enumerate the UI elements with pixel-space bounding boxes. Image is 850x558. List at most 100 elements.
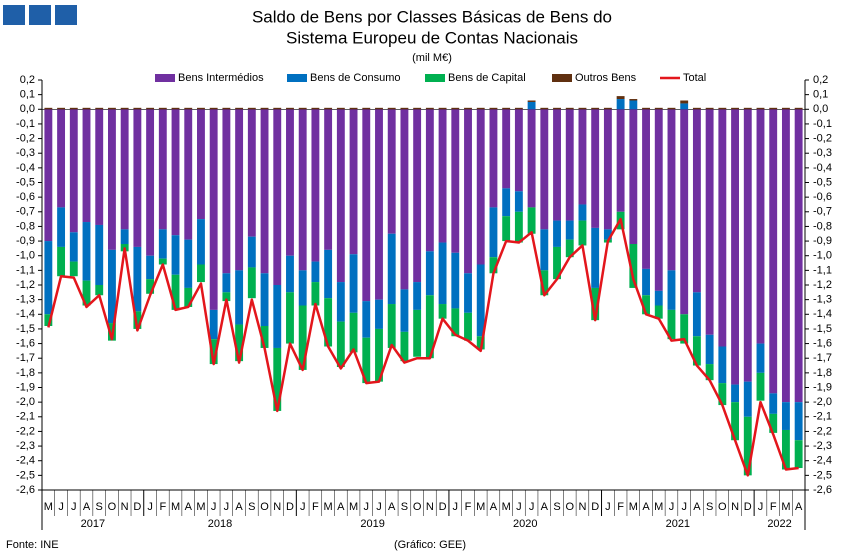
bar-segment [451, 107, 460, 110]
bar-segment [375, 107, 383, 110]
bar-segment [95, 285, 104, 296]
bar-segment [731, 107, 740, 110]
bar-segment [171, 235, 180, 275]
x-tick-label: O [108, 501, 117, 513]
x-tick-label: A [185, 501, 193, 513]
bar-segment [324, 249, 333, 299]
x-tick-label: F [770, 501, 777, 513]
bar-segment [69, 109, 78, 233]
bar-segment [527, 109, 536, 208]
x-group-label: 2021 [666, 518, 690, 530]
bar-segment [197, 264, 205, 283]
bar-segment [680, 100, 689, 104]
y2-tick-label: -1,1 [813, 264, 832, 276]
x-tick-label: O [260, 501, 269, 513]
bar-segment [718, 383, 727, 406]
y-tick-label: -1,9 [16, 381, 35, 393]
y-tick-label: -0,1 [16, 118, 35, 130]
bar-segment [553, 220, 561, 247]
legend-label: Outros Bens [575, 72, 637, 84]
chart-subtitle: (mil M€) [412, 52, 452, 64]
x-tick-label: D [744, 501, 752, 513]
bar-segment [120, 229, 129, 244]
bar-segment [425, 295, 434, 359]
bar-segment [209, 107, 218, 110]
bar-segment [642, 268, 650, 296]
bar-segment [158, 258, 167, 265]
bar-segment [69, 261, 78, 277]
bar-segment [603, 229, 612, 240]
y-tick-label: -1,2 [16, 279, 35, 291]
y2-tick-label: -1,6 [813, 337, 832, 349]
bar-segment [375, 299, 383, 329]
chart-title: Sistema Europeu de Contas Nacionais [286, 28, 578, 47]
x-tick-label: A [235, 501, 243, 513]
bar-segment [769, 107, 778, 110]
bar-segment [692, 107, 701, 110]
bar-segment [743, 109, 752, 382]
bar-segment [133, 109, 142, 247]
x-tick-label: J [147, 501, 153, 513]
y2-tick-label: -0,9 [813, 235, 832, 247]
bar-segment [324, 298, 333, 347]
logo-square [3, 5, 25, 25]
bar-segment [591, 107, 600, 110]
bar-segment [222, 292, 231, 302]
bar-segment [375, 328, 383, 382]
bar-segment [629, 99, 638, 101]
x-tick-label: S [401, 501, 408, 513]
bar-segment [705, 107, 714, 110]
bar-segment [82, 280, 91, 306]
bar-segment [197, 107, 205, 110]
bar-segment [451, 109, 460, 253]
bar-segment [387, 233, 396, 305]
x-tick-label: D [439, 501, 447, 513]
x-tick-label: J [681, 501, 687, 513]
bar-segment [502, 216, 511, 242]
y-tick-label: -2,0 [16, 396, 35, 408]
bar-segment [400, 289, 409, 332]
bar-segment [680, 314, 689, 344]
bar-segment [146, 107, 155, 110]
bar-segment [540, 107, 549, 110]
bar-segment [146, 279, 155, 294]
bar-segment [476, 264, 485, 337]
bar-segment [158, 229, 167, 259]
bar-segment [743, 381, 752, 417]
y-tick-label: -0,8 [16, 220, 35, 232]
y2-tick-label: -1,5 [813, 323, 832, 335]
bar-segment [425, 109, 434, 252]
bar-segment [107, 249, 116, 324]
bar-segment [57, 109, 66, 208]
bar-segment [336, 321, 345, 367]
bar-segment [540, 270, 549, 296]
bar-segment [616, 99, 625, 110]
bar-segment [286, 292, 294, 344]
bar-segment [413, 309, 422, 357]
bar-segment [324, 107, 333, 110]
bar-segment [197, 109, 205, 220]
bar-segment [235, 109, 244, 271]
bar-segment [311, 261, 320, 283]
bar-segment [489, 109, 498, 208]
x-tick-label: J [516, 501, 522, 513]
bar-segment [616, 96, 625, 100]
x-tick-label: M [324, 501, 333, 513]
x-tick-label: J [58, 501, 64, 513]
y-tick-label: -1,7 [16, 352, 35, 364]
bar-segment [158, 107, 167, 110]
bar-segment [400, 107, 409, 110]
bar-segment [756, 107, 765, 110]
bar-segment [197, 219, 205, 265]
bar-segment [553, 107, 561, 110]
y-tick-label: -0,9 [16, 235, 35, 247]
y-tick-label: -1,0 [16, 250, 35, 262]
y-tick-label: 0,2 [20, 74, 35, 86]
y2-tick-label: -0,2 [813, 132, 832, 144]
bar-segment [222, 107, 231, 110]
y-tick-label: -2,6 [16, 484, 35, 496]
y-tick-label: -1,1 [16, 264, 35, 276]
legend-label: Bens Intermédios [178, 72, 264, 84]
bar-segment [57, 207, 66, 247]
bar-segment [133, 311, 142, 329]
